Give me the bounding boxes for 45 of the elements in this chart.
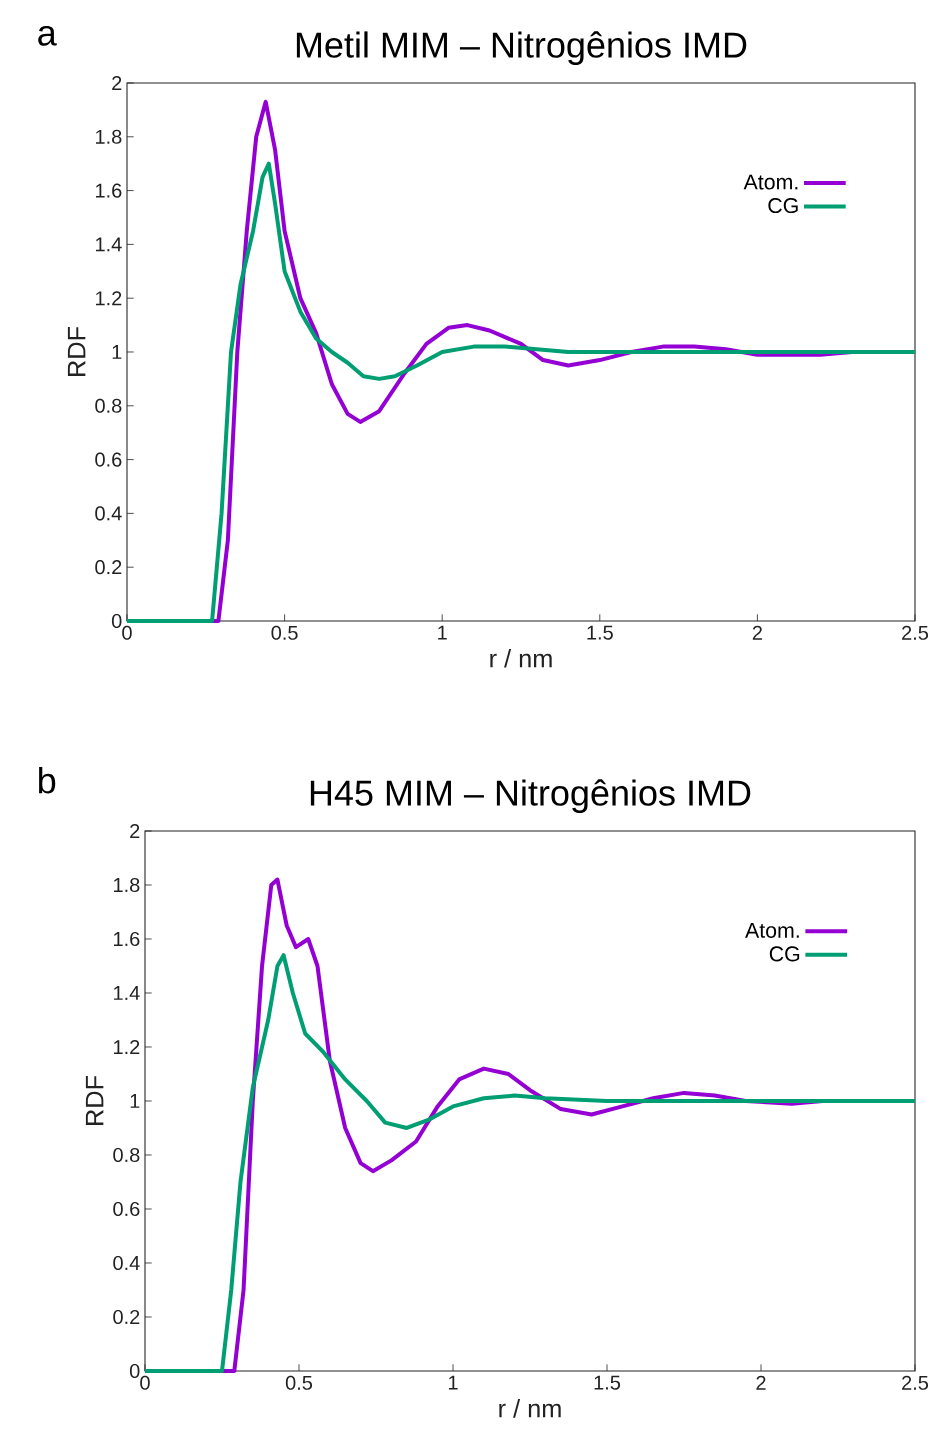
y-tick-label: 1.4 (96, 237, 122, 252)
y-tick-label: 1.6 (114, 931, 140, 947)
y-tick-label: 2 (130, 824, 140, 838)
y-tick-label: 0.4 (95, 506, 122, 521)
legend-label: Atom. (745, 922, 799, 938)
x-tick-label: 1 (438, 625, 447, 640)
x-tick-label: 2 (756, 1375, 766, 1390)
y-tick-label: 0.2 (113, 1309, 140, 1325)
y-tick-label: 1 (112, 345, 122, 359)
y-axis-title: RDF (85, 1075, 104, 1125)
x-tick-label: 0 (140, 1375, 150, 1390)
y-tick-label: 1.6 (96, 183, 122, 198)
x-axis-title: r / nm (490, 649, 552, 668)
y-tick-label: 1.4 (114, 986, 140, 1000)
chart-title: H45 MIM – Nitrogênios IMD (310, 779, 751, 813)
y-tick-label: 2 (112, 76, 122, 90)
y-tick-label: 0 (129, 1363, 140, 1379)
y-tick-label: 1.2 (96, 291, 122, 306)
y-tick-label: 0.2 (95, 560, 122, 575)
x-tick-label: 0.5 (271, 625, 298, 640)
legend-label: CG (768, 198, 798, 214)
x-tick-label: 1 (448, 1375, 458, 1390)
chart-title: Metil MIM – Nitrogênios IMD (296, 31, 747, 65)
y-tick-label: 0.8 (95, 398, 122, 413)
x-axis-title: r / nm (499, 1399, 561, 1418)
legend-label: Atom. (743, 174, 798, 190)
y-axis-title: RDF (67, 326, 86, 376)
x-tick-label: 1.5 (587, 625, 613, 640)
x-tick-label: 2.5 (902, 1375, 929, 1390)
x-tick-label: 2 (752, 625, 762, 640)
y-tick-label: 0 (111, 613, 122, 629)
y-tick-label: 0.8 (113, 1147, 140, 1163)
x-tick-label: 0.5 (285, 1375, 313, 1390)
x-tick-label: 1.5 (594, 1375, 621, 1390)
text: a (38, 25, 57, 46)
y-tick-label: 1.2 (114, 1040, 140, 1054)
y-tick-label: 0.4 (113, 1255, 140, 1271)
y-tick-label: 1.8 (114, 877, 140, 893)
legend-label: CG (769, 946, 800, 962)
text: b (39, 767, 56, 794)
x-tick-label: 2.5 (902, 625, 929, 640)
y-tick-label: 0.6 (113, 1201, 140, 1217)
y-tick-label: 1.8 (96, 129, 122, 144)
y-tick-label: 0.6 (95, 452, 122, 467)
y-tick-label: 1 (130, 1094, 140, 1108)
